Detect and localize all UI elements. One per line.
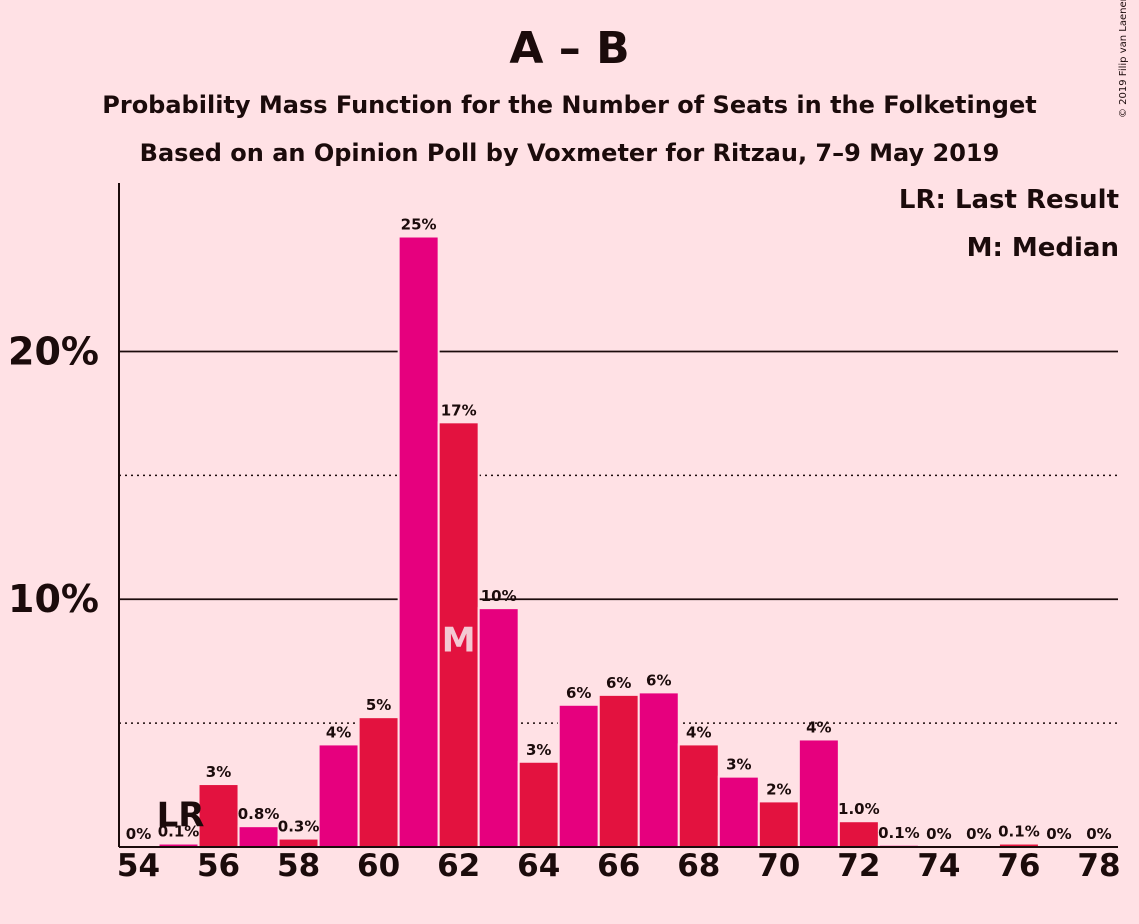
bar (599, 695, 638, 847)
data-label: 17% (441, 401, 477, 419)
last-result-marker: LR (157, 796, 205, 836)
y-tick-label: 10% (8, 577, 99, 621)
bar-gap (877, 843, 920, 847)
x-tick-label: 56 (197, 848, 240, 884)
data-label: 0.1% (158, 823, 200, 841)
x-tick-label: 66 (597, 848, 640, 884)
bar (479, 609, 518, 847)
bars (157, 235, 1040, 848)
data-label: 3% (726, 756, 751, 774)
bar (319, 745, 358, 847)
data-label: 6% (646, 671, 671, 689)
x-tick-label: 78 (1077, 848, 1120, 884)
data-label: 4% (806, 718, 831, 736)
bar (679, 745, 718, 847)
gridlines (119, 350, 1118, 724)
data-label: 5% (366, 696, 391, 714)
bar (559, 705, 598, 847)
data-label: 2% (766, 780, 791, 798)
x-tick-label: 58 (277, 848, 320, 884)
x-tick-label: 62 (437, 848, 480, 884)
bar (999, 844, 1038, 847)
x-tick-label: 72 (837, 848, 880, 884)
median-marker: M (442, 620, 476, 660)
bar (439, 423, 478, 847)
bar (639, 693, 678, 847)
data-label: 4% (326, 723, 351, 741)
bar (519, 762, 558, 847)
chart-title: A – B (509, 23, 630, 74)
axes: 10% 20% 54 56 58 60 62 64 66 68 70 72 74 76 78 (8, 183, 1121, 884)
data-labels: 0% 0.1% 3% 0.8%0.3% 4% 5% 25% 17% 10% 3% 6% 6% 6% 4% 3… (126, 216, 1112, 843)
x-tick-label: 76 (997, 848, 1040, 884)
data-label: 6% (606, 674, 631, 692)
x-tick-label: 68 (677, 848, 720, 884)
x-tick-label: 54 (117, 848, 160, 884)
data-label: 3% (206, 763, 231, 781)
bar (359, 718, 398, 847)
bar (239, 827, 278, 847)
bar (399, 237, 438, 848)
data-label: 25% (401, 216, 437, 234)
bar (719, 777, 758, 847)
data-label: 0% (1046, 825, 1071, 843)
x-tick-label: 64 (517, 848, 560, 884)
data-label: 0% (1086, 825, 1111, 843)
data-label: 0.3% (278, 818, 320, 836)
bar (839, 822, 878, 847)
chart-source-line: Based on an Opinion Poll by Voxmeter for… (139, 139, 1000, 167)
legend-median: M: Median (966, 233, 1119, 263)
bar (799, 740, 838, 847)
bar (759, 802, 798, 847)
bar (199, 785, 238, 847)
data-label: 0% (126, 825, 151, 843)
data-label: 4% (686, 723, 711, 741)
data-label: 3% (526, 741, 551, 759)
data-label: 10% (481, 587, 517, 605)
data-label: 1.0% (838, 800, 880, 818)
data-label: 0% (926, 825, 951, 843)
data-label: 6% (566, 684, 591, 702)
data-label: 0.8% (238, 805, 280, 823)
data-label: 0.1% (998, 823, 1040, 841)
chart-subtitle: Probability Mass Function for the Number… (102, 91, 1037, 119)
x-tick-label: 70 (757, 848, 800, 884)
bar (279, 839, 318, 847)
x-tick-label: 60 (357, 848, 400, 884)
bar (159, 844, 198, 847)
data-label: 0% (966, 825, 991, 843)
legend-last-result: LR: Last Result (898, 185, 1119, 215)
x-tick-label: 74 (917, 848, 960, 884)
y-tick-label: 20% (8, 329, 99, 373)
data-label: 0.1% (878, 824, 920, 842)
